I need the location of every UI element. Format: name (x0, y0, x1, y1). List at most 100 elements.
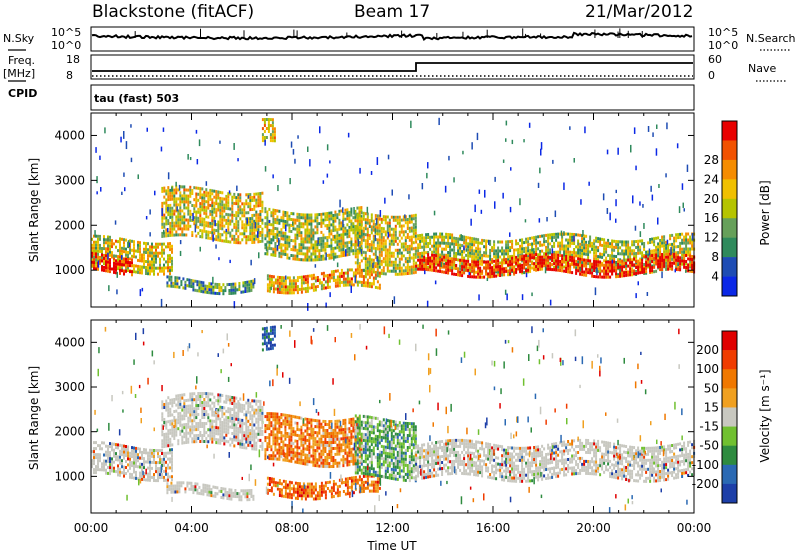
power-cell (545, 258, 548, 262)
power-cell (300, 287, 303, 291)
power-cell (376, 220, 379, 224)
power-cell (346, 247, 349, 251)
power-cell (374, 217, 377, 221)
power-cell (171, 230, 174, 234)
power-cell (151, 257, 153, 261)
power-cell (619, 259, 622, 263)
power-cell (585, 270, 588, 274)
power-cell (159, 242, 161, 246)
power-cell (195, 225, 198, 229)
velocity-cell (147, 478, 149, 482)
power-scatter-cell (361, 229, 363, 237)
velocity-cell (149, 475, 151, 479)
power-cell (316, 219, 319, 223)
power-cell (218, 283, 221, 287)
power-cell (615, 264, 618, 267)
velocity-cell (159, 467, 161, 471)
power-cell (261, 200, 264, 204)
power-cell (201, 217, 204, 221)
power-cell (414, 219, 417, 223)
power-cell (219, 223, 222, 227)
power-cell (274, 248, 277, 251)
power-cell (513, 265, 516, 269)
velocity-cell (99, 459, 101, 463)
power-cell (417, 234, 420, 238)
velocity-cell (103, 441, 105, 445)
power-cell (332, 276, 335, 279)
power-cell (243, 214, 246, 218)
power-cell (282, 219, 285, 223)
power-cell (607, 238, 610, 242)
power-cell (368, 281, 371, 285)
power-cell (91, 243, 93, 247)
power-cell (109, 244, 111, 248)
power-cell (489, 254, 492, 258)
power-cell (408, 220, 411, 224)
power-cell (429, 241, 432, 245)
velocity-cell (115, 470, 117, 474)
power-cell (318, 240, 321, 244)
power-cell (203, 223, 206, 227)
power-cell (463, 238, 466, 242)
power-cell (557, 232, 560, 236)
power-cell (543, 237, 546, 241)
power-cell (286, 244, 289, 248)
power-cell (607, 266, 610, 270)
power-cell (414, 225, 417, 229)
power-cell (527, 240, 530, 244)
power-colorbar-tick: 24 (704, 172, 719, 186)
power-cell (453, 251, 456, 255)
power-cell (192, 282, 195, 286)
power-cell (282, 252, 285, 256)
power-cell (410, 220, 413, 224)
power-cell (280, 288, 283, 292)
power-scatter-cell (342, 219, 344, 228)
power-cell (677, 268, 680, 272)
power-cell (471, 240, 474, 244)
power-cell (691, 241, 694, 245)
power-cell (505, 243, 508, 247)
power-cell (669, 264, 672, 268)
power-cell (435, 235, 438, 239)
power-cell (372, 261, 375, 265)
power-cell (473, 269, 476, 273)
power-cell (273, 130, 276, 134)
power-cell (113, 270, 115, 274)
power-cell (643, 242, 646, 245)
power-cell (151, 269, 153, 273)
power-cell (182, 286, 185, 290)
power-scatter-cell (149, 232, 151, 237)
power-cell (435, 266, 438, 270)
power-cell (605, 260, 608, 264)
power-cell (356, 213, 359, 217)
power-cell (362, 217, 365, 221)
power-cell (227, 240, 230, 244)
power-scatter-cell (655, 148, 658, 156)
power-cell (467, 259, 470, 263)
power-cell (306, 234, 309, 238)
power-cell (597, 267, 600, 271)
velocity-cell (109, 472, 111, 476)
power-cell (296, 254, 299, 258)
power-cell (406, 233, 409, 236)
power-cell (653, 237, 656, 241)
velocity-cell (171, 463, 173, 467)
power-cell (439, 241, 442, 245)
power-cell (571, 250, 574, 254)
power-scatter-cell (130, 124, 132, 128)
power-cell (145, 266, 147, 269)
power-cell (423, 251, 426, 255)
power-cell (569, 238, 572, 242)
power-cell (392, 260, 395, 264)
power-scatter-cell (533, 248, 535, 254)
power-cell (404, 257, 407, 261)
frequency-trace (92, 62, 693, 72)
power-scatter-cell (319, 126, 321, 134)
power-cell (346, 235, 349, 239)
power-cell (105, 260, 107, 264)
power-cell (663, 238, 666, 242)
power-cell (491, 272, 494, 276)
power-cell (515, 239, 518, 243)
velocity-cell (147, 472, 149, 476)
power-cell (475, 252, 478, 256)
